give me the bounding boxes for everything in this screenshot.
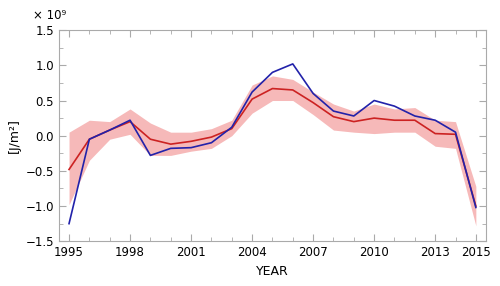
Text: × 10⁹: × 10⁹ bbox=[33, 9, 66, 22]
Y-axis label: [J/m²]: [J/m²] bbox=[8, 118, 22, 153]
X-axis label: YEAR: YEAR bbox=[256, 265, 289, 278]
